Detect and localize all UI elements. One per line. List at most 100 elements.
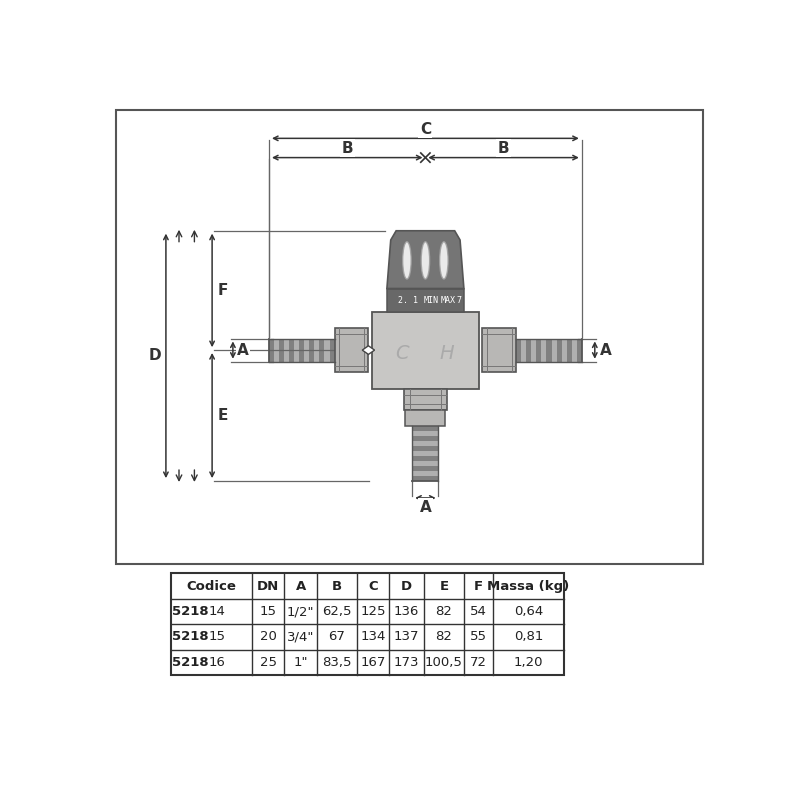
Text: 1/2": 1/2"	[287, 605, 314, 618]
Bar	[546, 338, 551, 362]
Bar	[522, 338, 526, 362]
Bar	[412, 466, 438, 471]
Text: Massa (kg): Massa (kg)	[487, 580, 570, 593]
Bar	[412, 446, 438, 450]
Bar	[412, 476, 438, 481]
Text: 134: 134	[360, 630, 386, 643]
Bar	[304, 338, 310, 362]
Text: 54: 54	[470, 605, 487, 618]
Bar	[290, 338, 294, 362]
Bar	[572, 338, 577, 362]
Bar	[536, 338, 542, 362]
Text: 5218: 5218	[172, 605, 209, 618]
Bar	[482, 328, 516, 373]
Bar	[577, 338, 582, 362]
Bar	[406, 410, 446, 426]
Bar	[171, 574, 564, 675]
Bar	[531, 338, 536, 362]
Text: E: E	[218, 408, 228, 423]
Text: 15: 15	[209, 630, 226, 643]
Bar	[557, 338, 562, 362]
Text: 100,5: 100,5	[425, 656, 463, 669]
Text: 167: 167	[360, 656, 386, 669]
Text: B: B	[342, 141, 353, 156]
Bar	[284, 338, 290, 362]
Text: C: C	[368, 580, 378, 593]
Bar	[116, 110, 702, 564]
Text: 15: 15	[260, 605, 277, 618]
Bar	[551, 338, 557, 362]
Bar	[562, 338, 566, 362]
Text: MIN: MIN	[424, 295, 439, 305]
Text: DN: DN	[257, 580, 279, 593]
Polygon shape	[387, 230, 464, 289]
Bar	[279, 338, 284, 362]
Text: Codice: Codice	[186, 580, 237, 593]
Text: 25: 25	[260, 656, 277, 669]
Bar	[526, 338, 531, 362]
Text: A: A	[295, 580, 306, 593]
Text: 136: 136	[394, 605, 419, 618]
Polygon shape	[362, 346, 374, 354]
Text: 173: 173	[394, 656, 419, 669]
Text: 7: 7	[457, 295, 462, 305]
Text: 1": 1"	[294, 656, 308, 669]
Bar	[412, 471, 438, 476]
Bar	[299, 338, 304, 362]
Bar	[330, 338, 334, 362]
Text: 82: 82	[435, 630, 452, 643]
Bar	[387, 289, 464, 312]
Text: 5218: 5218	[172, 656, 209, 669]
Bar	[412, 456, 438, 461]
Text: MAX: MAX	[441, 295, 456, 305]
Text: 0,81: 0,81	[514, 630, 543, 643]
Ellipse shape	[440, 242, 448, 279]
Bar	[325, 338, 330, 362]
Text: 67: 67	[329, 630, 346, 643]
Text: 14: 14	[209, 605, 226, 618]
Text: 83,5: 83,5	[322, 656, 352, 669]
Text: 62,5: 62,5	[322, 605, 352, 618]
Bar	[319, 338, 325, 362]
Text: A: A	[419, 500, 431, 514]
Text: D: D	[149, 348, 162, 363]
Text: B: B	[498, 141, 510, 156]
Text: D: D	[401, 580, 412, 593]
Text: 5218: 5218	[172, 630, 209, 643]
Bar	[412, 441, 438, 446]
Text: 1,20: 1,20	[514, 656, 543, 669]
Bar	[371, 312, 479, 389]
Bar	[412, 461, 438, 466]
Text: H: H	[440, 345, 454, 363]
Bar	[412, 450, 438, 456]
Bar	[274, 338, 279, 362]
Bar	[516, 338, 522, 362]
Text: B: B	[332, 580, 342, 593]
Bar	[310, 338, 314, 362]
Bar	[412, 430, 438, 436]
Text: F: F	[474, 580, 483, 593]
Bar	[404, 389, 447, 410]
Text: 20: 20	[260, 630, 277, 643]
Bar	[314, 338, 319, 362]
Text: A: A	[237, 342, 249, 358]
Bar	[412, 426, 438, 430]
Text: 16: 16	[209, 656, 226, 669]
Text: E: E	[439, 580, 449, 593]
Text: 82: 82	[435, 605, 452, 618]
Text: 2. 1: 2. 1	[398, 295, 418, 305]
Bar	[334, 328, 369, 373]
Ellipse shape	[421, 242, 430, 279]
Ellipse shape	[402, 242, 411, 279]
Text: C: C	[420, 122, 431, 137]
Text: 137: 137	[394, 630, 419, 643]
Text: C: C	[395, 345, 409, 363]
Text: A: A	[600, 342, 611, 358]
Bar	[566, 338, 572, 362]
Text: 0,64: 0,64	[514, 605, 543, 618]
Text: 55: 55	[470, 630, 487, 643]
Bar	[294, 338, 299, 362]
Bar	[542, 338, 546, 362]
Text: 3/4": 3/4"	[287, 630, 314, 643]
Text: F: F	[218, 283, 228, 298]
